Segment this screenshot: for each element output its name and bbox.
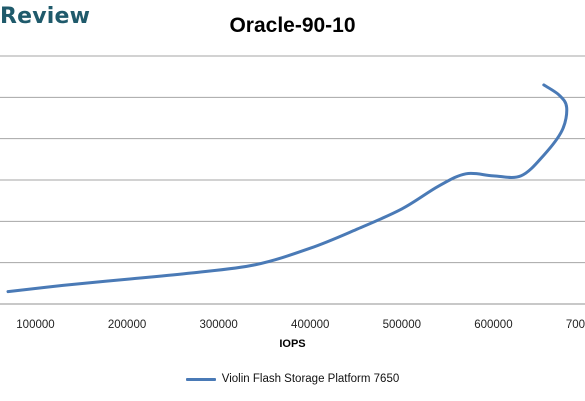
x-tick-label: 600000: [474, 319, 512, 331]
x-tick-label: 500000: [383, 319, 421, 331]
series-lines: [6, 83, 569, 294]
x-tick-label: 400000: [291, 319, 329, 331]
grid-lines: [0, 55, 585, 305]
x-axis-label: IOPS: [279, 338, 306, 350]
legend-swatch: [185, 377, 216, 381]
series-line: [6, 83, 569, 294]
legend-label: Violin Flash Storage Platform 7650: [221, 373, 400, 385]
x-tick-labels: 100000 200000 300000 400000 500000 600000 7000…: [16, 319, 585, 331]
chart-title: Oracle-90-10: [229, 14, 356, 37]
legend: Violin Flash Storage Platform 7650: [0, 373, 585, 385]
brand-logo: Review: [0, 4, 91, 29]
x-tick-label: 100000: [16, 319, 54, 331]
x-tick-label: 200000: [108, 319, 146, 331]
x-tick-label: 300000: [199, 319, 237, 331]
x-tick-label: 700000: [566, 319, 585, 331]
